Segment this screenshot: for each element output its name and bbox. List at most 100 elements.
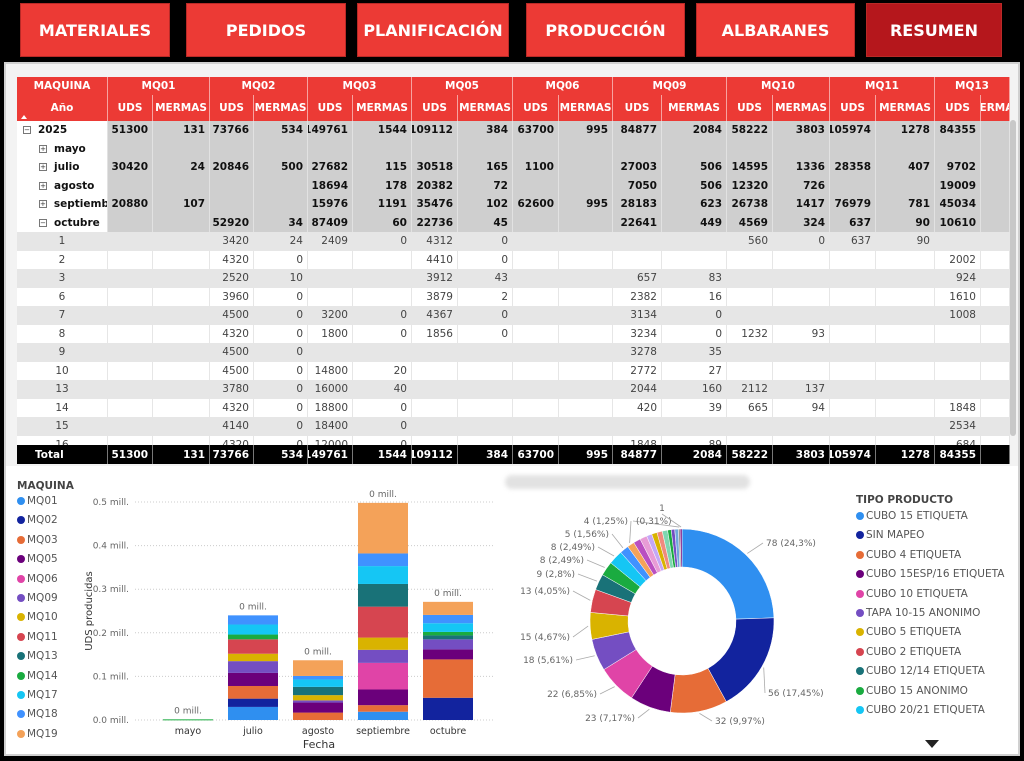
row-header[interactable]: + septiembre (17, 195, 108, 214)
bar-segment-mq03[interactable] (293, 712, 343, 720)
legend-item[interactable]: CUBO 10 ETIQUETA (856, 588, 968, 600)
header-mermas[interactable]: MERMAS (153, 95, 210, 121)
legend-item[interactable]: MQ11 (17, 631, 58, 643)
bar-segment-mq05[interactable] (293, 702, 343, 713)
header-machine[interactable]: MQ02 (210, 77, 308, 95)
legend-item[interactable]: CUBO 5 ETIQUETA (856, 626, 961, 638)
header-machine[interactable]: MQ11 (830, 77, 935, 95)
row-header[interactable]: + agosto (17, 176, 108, 195)
bar-segment-mq02[interactable] (228, 698, 278, 707)
header-ano[interactable]: Año (17, 95, 108, 121)
bar-segment-mq13[interactable] (293, 686, 343, 696)
bar-segment-mq03[interactable] (228, 685, 278, 699)
bar-segment-mq18[interactable] (423, 614, 473, 624)
row-header[interactable]: + mayo (17, 139, 108, 158)
header-uds[interactable]: UDS (412, 95, 458, 121)
nav-button-pedidos[interactable]: PEDIDOS (186, 3, 346, 57)
header-machine[interactable]: MQ10 (727, 77, 830, 95)
collapse-icon[interactable]: − (39, 218, 47, 227)
header-uds[interactable]: UDS (513, 95, 559, 121)
legend-item[interactable]: CUBO 15 ETIQUETA (856, 510, 968, 522)
sort-ascending-icon[interactable] (21, 115, 27, 119)
bar-segment-mq14[interactable] (423, 631, 473, 636)
bar-segment-mq10[interactable] (228, 653, 278, 662)
header-mermas[interactable]: MERMAS (458, 95, 513, 121)
legend-item[interactable]: MQ19 (17, 728, 58, 740)
header-mermas[interactable]: MERMAS (773, 95, 830, 121)
bar-segment-mq14[interactable] (228, 634, 278, 640)
legend-item[interactable]: MQ13 (17, 650, 58, 662)
bar-segment-mq19[interactable] (293, 660, 343, 676)
header-machine[interactable]: MQ03 (308, 77, 412, 95)
bar-segment-mq19[interactable] (358, 502, 408, 554)
legend-item[interactable]: CUBO 12/14 ETIQUETA (856, 665, 985, 677)
header-uds[interactable]: UDS (108, 95, 153, 121)
expand-icon[interactable]: + (39, 200, 47, 209)
header-uds[interactable]: UDS (210, 95, 254, 121)
header-machine[interactable]: MQ01 (108, 77, 210, 95)
legend-item[interactable]: CUBO 15ESP/16 ETIQUETA (856, 568, 1004, 580)
header-uds[interactable]: UDS (727, 95, 773, 121)
legend-item[interactable]: MQ09 (17, 592, 58, 604)
nav-button-albaranes[interactable]: ALBARANES (696, 3, 855, 57)
bar-segment-mq18[interactable] (228, 615, 278, 625)
legend-item[interactable]: MQ02 (17, 514, 58, 526)
bar-segment-mq17[interactable] (358, 566, 408, 584)
bar-segment-mq01[interactable] (228, 706, 278, 720)
header-mermas[interactable]: MERMAS (662, 95, 727, 121)
bar-segment-mq03[interactable] (358, 705, 408, 712)
collapse-icon[interactable]: − (23, 126, 31, 135)
legend-item[interactable]: TAPA 10-15 ANONIMO (856, 607, 980, 619)
expand-icon[interactable]: + (39, 144, 47, 153)
legend-item[interactable]: CUBO 15 ANONIMO (856, 685, 968, 697)
bar-segment-mq03[interactable] (423, 659, 473, 698)
bar-segment-mq01[interactable] (358, 711, 408, 720)
bar-segment-mq09[interactable] (423, 639, 473, 650)
header-machine[interactable]: MQ09 (613, 77, 727, 95)
header-mermas[interactable]: MERMAS (559, 95, 613, 121)
header-machine[interactable]: MQ13 (935, 77, 1010, 95)
bar-segment-mq11[interactable] (228, 639, 278, 654)
nav-button-producción[interactable]: PRODUCCIÓN (526, 3, 685, 57)
bar-segment-mq14[interactable] (163, 719, 213, 721)
header-mermas[interactable]: MERMAS (981, 95, 1010, 121)
row-header[interactable]: − octubre (17, 213, 108, 232)
expand-icon[interactable]: + (39, 163, 47, 172)
nav-button-planificación[interactable]: PLANIFICACIÓN (357, 3, 509, 57)
header-machine[interactable]: MQ05 (412, 77, 513, 95)
header-mermas[interactable]: MERMAS (876, 95, 935, 121)
row-header[interactable]: + julio (17, 158, 108, 177)
donut-slice[interactable] (679, 528, 683, 568)
bar-segment-mq19[interactable] (423, 601, 473, 615)
nav-button-materiales[interactable]: MATERIALES (20, 3, 170, 57)
bar-segment-mq05[interactable] (228, 672, 278, 686)
legend-item[interactable]: MQ10 (17, 611, 58, 623)
bar-segment-mq10[interactable] (358, 637, 408, 650)
bar-segment-mq17[interactable] (228, 624, 278, 635)
legend-item[interactable]: SIN MAPEO (856, 529, 924, 541)
legend-item[interactable]: CUBO 2 ETIQUETA (856, 646, 961, 658)
legend-item[interactable]: MQ05 (17, 553, 58, 565)
bar-segment-mq10[interactable] (293, 695, 343, 701)
bar-segment-mq06[interactable] (358, 662, 408, 690)
legend-item[interactable]: MQ14 (17, 670, 58, 682)
bar-segment-mq13[interactable] (423, 635, 473, 640)
header-uds[interactable]: UDS (613, 95, 662, 121)
bar-segment-mq09[interactable] (293, 700, 343, 703)
bar-segment-mq13[interactable] (358, 583, 408, 607)
donut-slice[interactable] (681, 528, 775, 620)
legend-item[interactable]: MQ17 (17, 689, 58, 701)
header-uds[interactable]: UDS (308, 95, 353, 121)
header-uds[interactable]: UDS (830, 95, 876, 121)
legend-scroll-down-icon[interactable] (925, 740, 939, 748)
legend-item[interactable]: MQ03 (17, 534, 58, 546)
bar-segment-mq09[interactable] (358, 649, 408, 663)
table-vertical-scrollbar[interactable] (1010, 120, 1016, 436)
bar-segment-mq05[interactable] (423, 649, 473, 660)
bar-segment-mq11[interactable] (358, 606, 408, 638)
expand-icon[interactable]: + (39, 181, 47, 190)
bar-segment-mq05[interactable] (358, 689, 408, 706)
bar-segment-mq17[interactable] (293, 679, 343, 687)
nav-button-resumen[interactable]: RESUMEN (866, 3, 1002, 57)
legend-item[interactable]: MQ01 (17, 495, 58, 507)
